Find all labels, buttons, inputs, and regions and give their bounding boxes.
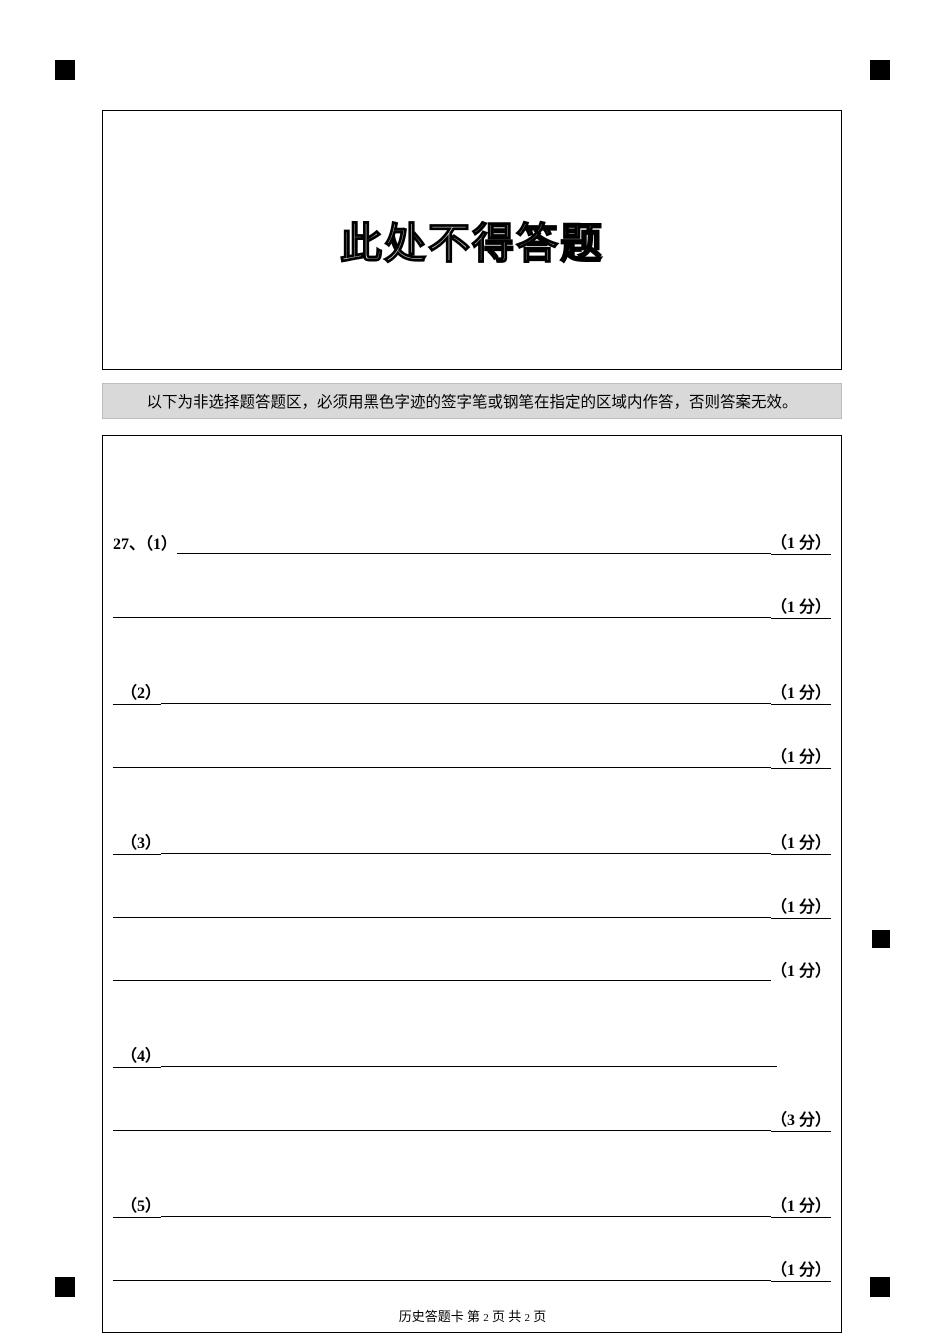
instruction-bar: 以下为非选择题答题区，必须用黑色字迹的签字笔或钢笔在指定的区域内作答，否则答案无… [102, 383, 842, 419]
question-sub-number: （4） [113, 1042, 161, 1068]
answer-line: （1 分） [113, 593, 831, 619]
points-label: （1 分） [771, 957, 831, 982]
question-sub-number: （5） [113, 1192, 161, 1218]
answer-blank[interactable] [113, 767, 771, 768]
points-label: （1 分） [771, 1192, 831, 1218]
free-response-answer-area: 27、（1） （1 分） （1 分） （2） （1 分） （1 分） （3） （… [102, 435, 842, 1333]
answer-line: （1 分） [113, 893, 831, 919]
answer-line: （3 分） [113, 1106, 831, 1132]
corner-mark-tl [55, 60, 75, 80]
answer-line: （3） （1 分） [113, 829, 831, 855]
answer-line: （1 分） [113, 957, 831, 982]
answer-blank[interactable] [161, 703, 771, 704]
answer-blank[interactable] [161, 1066, 777, 1067]
points-label: （3 分） [771, 1106, 831, 1132]
points-label: （1 分） [771, 743, 831, 769]
answer-blank[interactable] [113, 917, 771, 918]
answer-line: （5） （1 分） [113, 1192, 831, 1218]
points-label: （1 分） [771, 593, 831, 619]
answer-line: （2） （1 分） [113, 679, 831, 705]
page-footer: 历史答题卡 第 2 页 共 2 页 [0, 1306, 945, 1325]
question-sub-number: （2） [113, 679, 161, 705]
points-label: （1 分） [771, 679, 831, 705]
answer-blank[interactable] [113, 980, 771, 981]
corner-mark-bl [55, 1277, 75, 1297]
answer-line: （4） [113, 1042, 831, 1068]
points-label: （1 分） [771, 1256, 831, 1282]
corner-mark-tr [870, 60, 890, 80]
corner-mark-br [870, 1277, 890, 1297]
corner-mark-mr [872, 930, 890, 948]
answer-blank[interactable] [113, 617, 771, 618]
points-label: （1 分） [771, 829, 831, 855]
answer-blank[interactable] [113, 1280, 771, 1281]
no-answer-warning-box: 此处不得答题 [102, 110, 842, 370]
answer-blank[interactable] [113, 1130, 771, 1131]
points-label: （1 分） [771, 529, 831, 555]
answer-blank[interactable] [161, 853, 771, 854]
answer-blank[interactable] [161, 1216, 771, 1217]
no-answer-warning-text: 此处不得答题 [340, 210, 604, 271]
question-sub-number: （3） [113, 829, 161, 855]
page-content: 此处不得答题 以下为非选择题答题区，必须用黑色字迹的签字笔或钢笔在指定的区域内作… [102, 110, 842, 1333]
answer-blank[interactable] [182, 553, 771, 554]
answer-line: 27、（1） （1 分） [113, 529, 831, 555]
points-label: （1 分） [771, 893, 831, 919]
answer-line: （1 分） [113, 743, 831, 769]
answer-line: （1 分） [113, 1256, 831, 1282]
question-number: 27、（1） [113, 530, 177, 555]
